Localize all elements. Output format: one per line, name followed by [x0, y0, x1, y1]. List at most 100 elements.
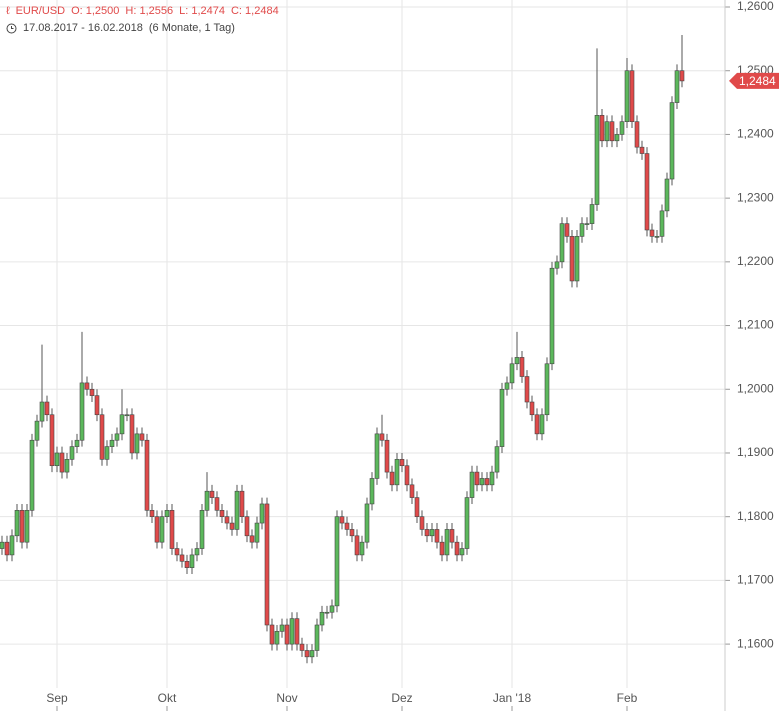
candle-body: [549, 267, 555, 365]
candle-body: [174, 548, 180, 556]
candle-body: [189, 554, 195, 568]
candle-body: [129, 414, 135, 454]
candle-body: [249, 535, 255, 543]
candle-body: [674, 70, 680, 103]
candle-body: [314, 624, 320, 651]
x-tick-label: Okt: [158, 691, 177, 705]
candle-body: [609, 121, 615, 142]
candle-body: [149, 510, 155, 517]
candle-body: [634, 121, 640, 148]
candle-body: [594, 115, 600, 205]
x-tick-label: Dez: [391, 691, 412, 705]
candle-body: [554, 261, 560, 269]
candle-body: [524, 376, 530, 403]
candle-body: [334, 516, 340, 607]
candle-body: [364, 503, 370, 543]
candle-body: [464, 497, 470, 549]
candle-body: [259, 503, 265, 524]
candle-body: [274, 631, 280, 645]
candle-body: [194, 548, 200, 556]
candle-body: [394, 459, 400, 486]
candle-body: [304, 650, 310, 658]
candle-body: [414, 497, 420, 517]
candle-body: [424, 529, 430, 537]
candle-body: [604, 121, 610, 142]
candle-body: [204, 490, 210, 511]
candle-body: [564, 223, 570, 237]
x-tick-label: Feb: [617, 691, 638, 705]
candle-body: [449, 529, 455, 543]
candle-body: [264, 503, 270, 626]
ohlc-field: O: 1,2500: [71, 5, 120, 17]
candle-body: [454, 541, 460, 556]
candle-body: [429, 529, 435, 537]
candle-body: [499, 388, 505, 447]
y-tick-label: 1,1900: [737, 445, 774, 459]
candle-body: [54, 452, 60, 467]
candle-body: [669, 102, 675, 180]
symbol-icon: ℓ: [6, 5, 10, 17]
candle-body: [144, 439, 150, 511]
candle-body: [224, 516, 230, 524]
candle-body: [494, 446, 500, 473]
candle-body: [94, 395, 100, 416]
candle-body: [419, 516, 425, 530]
candle-body: [509, 363, 515, 384]
candle-body: [354, 535, 360, 556]
candle-body: [614, 134, 620, 142]
candle-body: [294, 618, 300, 645]
candle-body: [309, 650, 315, 658]
candle-body: [484, 478, 490, 486]
candle-body: [64, 459, 70, 473]
candle-body: [459, 548, 465, 556]
x-tick-label: Sep: [46, 691, 68, 705]
candle-body: [119, 414, 125, 435]
candle-body: [44, 401, 50, 416]
candle-body: [599, 115, 605, 142]
candle-body: [29, 439, 35, 511]
candle-body: [289, 618, 295, 645]
candle-body: [244, 516, 250, 537]
candle-body: [399, 459, 405, 467]
candle-body: [124, 414, 130, 417]
candle-body: [679, 70, 685, 82]
candle-body: [154, 516, 160, 543]
range-header: 17.08.2017 - 16.02.2018 (6 Monate, 1 Tag…: [6, 22, 235, 34]
candle-body: [254, 522, 260, 543]
last-price-bg: [729, 72, 779, 89]
last-price-label: 1,2484: [739, 74, 776, 88]
candle-body: [4, 541, 10, 556]
candle-body: [569, 236, 575, 282]
candle-body: [214, 497, 220, 511]
candle-body: [14, 510, 20, 537]
candle-body: [649, 229, 655, 237]
y-tick-label: 1,2100: [737, 318, 774, 332]
x-tick-label: Jan '18: [493, 691, 532, 705]
candle-body: [74, 439, 80, 447]
candle-body: [584, 223, 590, 225]
candle-body: [209, 490, 215, 498]
y-tick-label: 1,2300: [737, 190, 774, 204]
candle-body: [239, 490, 245, 517]
candle-body: [159, 516, 165, 543]
candle-body: [439, 541, 445, 556]
candle-body: [559, 223, 565, 263]
candle-body: [234, 490, 240, 530]
date-range: 17.08.2017 - 16.02.2018: [23, 22, 143, 34]
candle-body: [324, 611, 330, 614]
ohlc-field: H: 1,2556: [125, 5, 174, 17]
ohlc-field: C: 1,2484: [230, 5, 279, 17]
candle-body: [284, 624, 290, 645]
candle-body: [19, 510, 25, 543]
candle-body: [104, 446, 110, 460]
candle-body: [299, 643, 305, 651]
candle-body: [544, 363, 550, 416]
candle-body: [59, 452, 65, 473]
candle-body: [89, 388, 95, 396]
candle-body: [434, 529, 440, 543]
candle-body: [269, 624, 275, 645]
candle-body: [339, 516, 345, 524]
candle-body: [514, 357, 520, 365]
candle-body: [579, 223, 585, 237]
